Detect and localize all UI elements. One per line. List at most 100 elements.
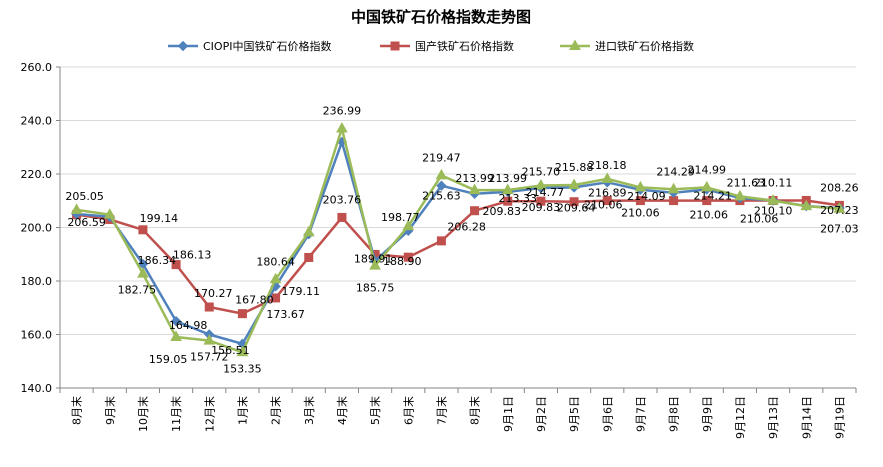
data-label: 206.59 [67, 216, 106, 229]
data-label: 215.88 [555, 161, 594, 174]
x-tick-label: 11月末 [169, 396, 183, 432]
y-tick-label: 160.0 [21, 329, 53, 342]
data-point [568, 178, 580, 190]
x-tick-label: 5月末 [368, 396, 382, 425]
data-label: 214.77 [526, 186, 565, 199]
data-label: 188.90 [383, 255, 422, 268]
data-point [137, 267, 149, 278]
legend-label: CIOPI中国铁矿石价格指数 [203, 39, 331, 53]
data-point [436, 180, 447, 191]
data-point [702, 196, 712, 206]
data-label: 215.63 [422, 190, 461, 203]
series-line [76, 127, 840, 354]
data-label: 213.33 [499, 192, 538, 205]
data-label: 199.14 [140, 212, 179, 225]
data-label: 156.51 [211, 344, 250, 357]
y-tick-label: 140.0 [21, 382, 53, 395]
data-label: 209.83 [522, 201, 561, 214]
data-label: 214.99 [688, 163, 727, 176]
x-tick-label: 9月1日 [502, 396, 515, 432]
data-point [536, 196, 546, 206]
data-label: 203.76 [323, 193, 362, 206]
x-tick-label: 9月7日 [634, 396, 647, 432]
data-label: 189.91 [354, 252, 393, 265]
x-axis: 8月末 9月末 10月末 11月末 12月末 1月末 2月末 3月末 4月末 5月末 6月末 7月末 8… [59, 387, 857, 439]
data-point [436, 236, 446, 246]
data-label: 159.05 [149, 353, 188, 366]
legend-marker [569, 39, 581, 50]
data-point [503, 196, 513, 206]
data-point [138, 225, 148, 235]
x-tick-label: 3月末 [302, 396, 316, 425]
data-point [103, 208, 116, 219]
data-label: 210.06 [740, 213, 779, 226]
data-label: 180.64 [256, 255, 295, 268]
data-point [269, 272, 282, 284]
data-label: 215.70 [522, 166, 561, 179]
data-point [569, 197, 579, 207]
series-layer [70, 122, 846, 357]
data-point [70, 203, 83, 214]
x-tick-label: 9月5日 [568, 396, 581, 432]
y-tick-label: 240.0 [21, 115, 53, 128]
data-point [236, 345, 249, 357]
data-label: 210.06 [690, 209, 729, 222]
data-point [435, 168, 448, 180]
data-label: 210.11 [754, 176, 793, 189]
data-point [767, 194, 779, 205]
data-label: 213.99 [489, 172, 528, 185]
data-label: 209.64 [557, 202, 596, 215]
data-label: 210.06 [621, 207, 660, 220]
y-tick-label: 220.0 [21, 168, 53, 181]
x-tick-label: 9月13日 [767, 396, 780, 439]
data-label: 157.72 [190, 351, 229, 364]
data-point [170, 315, 182, 327]
data-label: 207.23 [820, 204, 859, 217]
data-point [667, 182, 680, 194]
data-label: 185.75 [356, 282, 395, 295]
data-point [635, 196, 645, 206]
x-tick-label: 9月9日 [701, 396, 714, 432]
data-point [734, 189, 746, 201]
data-label: 186.13 [173, 249, 212, 262]
data-label: 214.29 [656, 165, 695, 178]
x-tick-label: 9月末 [103, 396, 117, 425]
data-point [336, 122, 348, 133]
data-point [304, 252, 314, 262]
data-label: 210.06 [584, 199, 623, 212]
data-label: 213.99 [455, 172, 494, 185]
data-label: 186.34 [138, 254, 177, 267]
data-label: 218.18 [588, 159, 627, 172]
data-point [369, 259, 381, 270]
x-tick-label: 9月14日 [800, 396, 813, 439]
y-tick-label: 200.0 [21, 222, 53, 235]
legend-marker [177, 40, 189, 52]
data-point [337, 212, 347, 222]
x-tick-label: 2月末 [269, 396, 283, 425]
data-label: 164.98 [169, 319, 208, 332]
data-label: 214.21 [694, 189, 733, 202]
x-tick-label: 9月8日 [668, 396, 681, 432]
data-label: 207.03 [820, 223, 859, 236]
data-point [403, 252, 413, 262]
x-tick-label: 9月6日 [601, 396, 614, 432]
x-tick-label: 8月末 [70, 396, 84, 425]
data-label: 179.11 [282, 285, 321, 298]
data-label: 170.27 [194, 287, 233, 300]
data-label: 198.77 [381, 211, 420, 224]
data-point [800, 199, 813, 211]
data-label: 206.28 [447, 221, 486, 234]
legend: CIOPI中国铁矿石价格指数 国产铁矿石价格指数 进口铁矿石价格指数 [168, 39, 694, 53]
data-label: 209.83 [483, 205, 522, 218]
data-label: 182.75 [118, 284, 157, 297]
data-point [468, 183, 481, 195]
data-label: 214.09 [627, 190, 666, 203]
data-point [271, 293, 281, 303]
data-label: 211.63 [727, 176, 766, 189]
data-point [237, 309, 247, 319]
chart-title: 中国铁矿石价格指数走势图 [351, 8, 531, 26]
x-tick-label: 9月2日 [535, 396, 548, 432]
data-point [700, 180, 713, 192]
